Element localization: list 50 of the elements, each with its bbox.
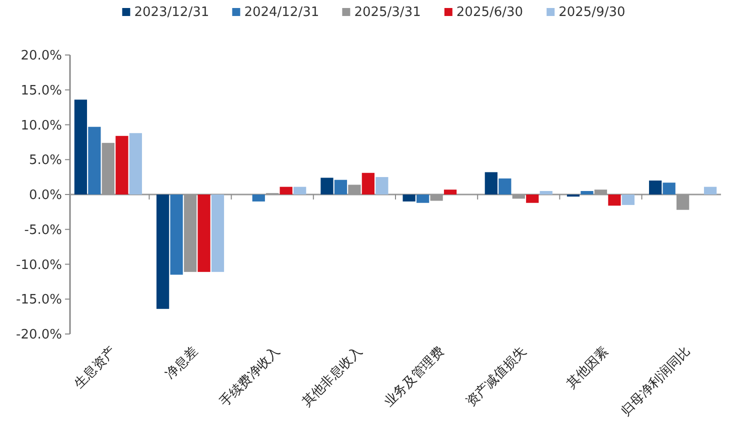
bar: [294, 186, 306, 194]
legend-label: 2025/9/30: [558, 5, 626, 20]
y-tick-label: 0.0%: [28, 188, 62, 204]
x-tick-label: 资产减值损失: [464, 344, 530, 410]
bar: [704, 186, 717, 194]
bar: [362, 172, 375, 194]
x-tick-label: 净息差: [162, 344, 202, 382]
bar: [649, 180, 662, 194]
y-tick-label: -15.0%: [16, 292, 62, 308]
y-tick-label: 5.0%: [28, 153, 62, 168]
legend-label: 2025/6/30: [456, 5, 524, 20]
x-tick-label: 手续费净收入: [217, 344, 284, 410]
bar: [88, 126, 101, 194]
y-tick-label: 10.0%: [20, 118, 62, 134]
x-tick-label: 归母净利润同比: [618, 344, 694, 420]
bar: [116, 136, 128, 194]
bar: [376, 177, 388, 194]
bar: [129, 133, 142, 194]
y-tick-label: -20.0%: [16, 328, 62, 343]
y-tick-label: -5.0%: [24, 222, 62, 238]
bar: [444, 190, 457, 194]
bar: [74, 100, 88, 194]
bar: [198, 194, 210, 272]
bar: [526, 194, 539, 203]
bar: [156, 194, 170, 309]
bar: [608, 194, 621, 206]
bar: [498, 178, 512, 194]
x-tick-label: 其他因素: [564, 344, 612, 392]
bar: [211, 194, 224, 272]
bar: [416, 194, 430, 203]
legend-label: 2024/12/31: [244, 5, 320, 20]
bar: [334, 180, 348, 194]
y-tick-label: 20.0%: [20, 48, 62, 64]
bar: [622, 194, 635, 205]
x-tick-label: 其他非息收入: [300, 344, 366, 410]
legend-label: 2023/12/31: [134, 5, 210, 20]
bar: [280, 186, 292, 194]
legend-label: 2025/3/31: [354, 5, 421, 20]
bar: [320, 178, 334, 194]
bar: [662, 182, 676, 194]
bar: [170, 194, 183, 275]
bar: [484, 172, 498, 194]
y-tick-label: -10.0%: [16, 258, 62, 273]
x-tick-label: 生息资产: [72, 344, 119, 392]
bar: [580, 191, 594, 194]
y-tick-label: 15.0%: [20, 83, 62, 98]
bar: [402, 194, 416, 202]
x-tick-label: 业务及管理费: [382, 344, 448, 410]
bar: [540, 191, 552, 194]
bar: [252, 194, 265, 202]
